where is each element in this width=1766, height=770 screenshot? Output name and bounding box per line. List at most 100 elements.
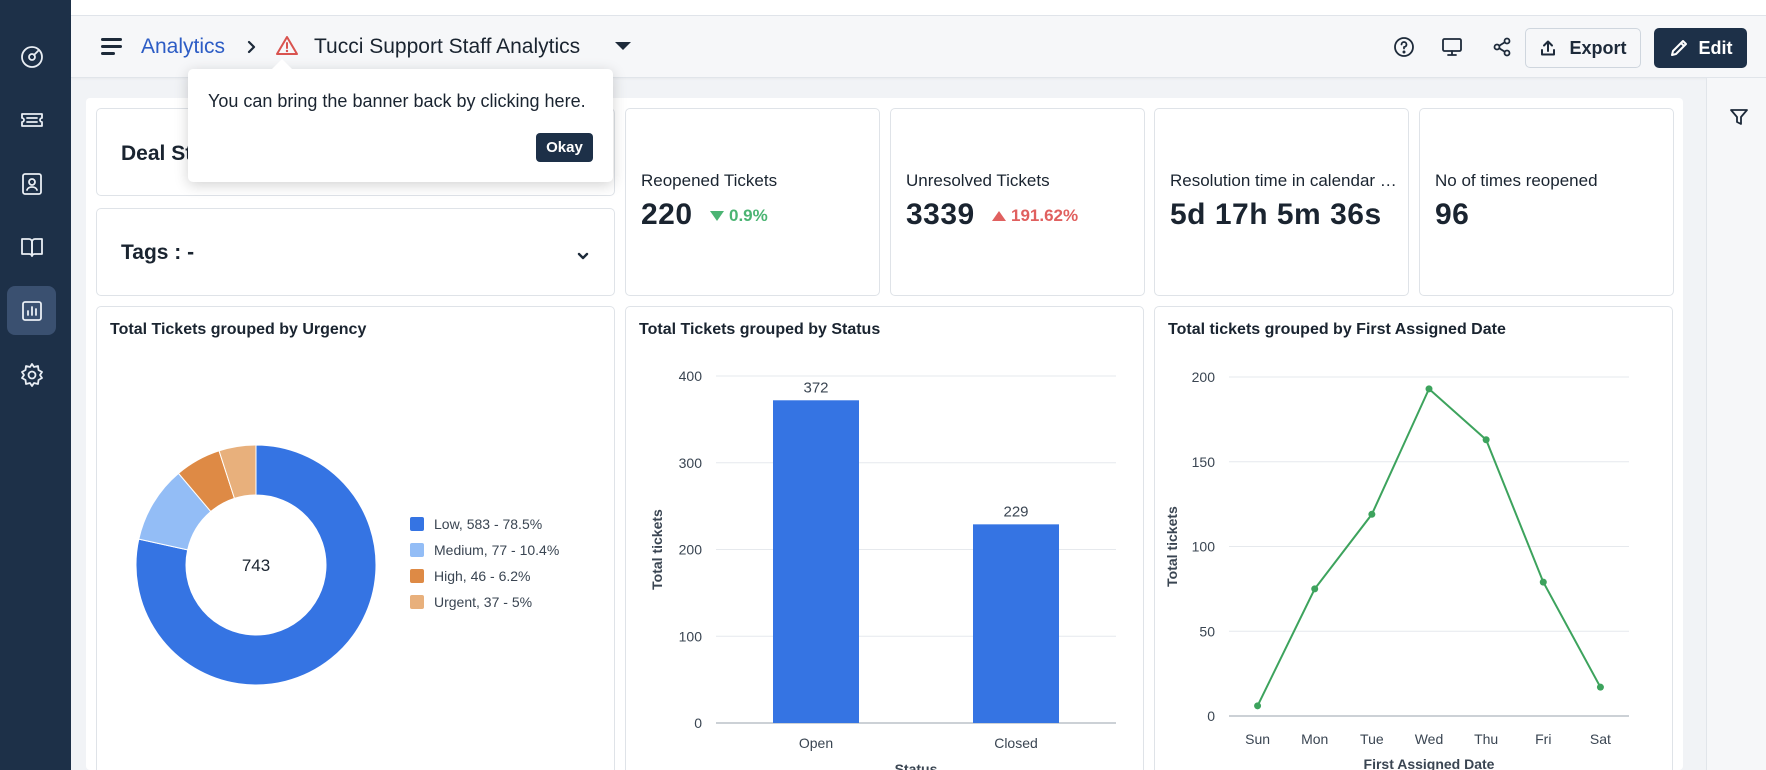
kpi-card-resolution-time: Resolution time in calendar hours 5d 17h… xyxy=(1154,108,1409,296)
deal-filter-label: Deal St xyxy=(121,142,193,165)
kpi-delta: 0.9% xyxy=(710,206,768,226)
kpi-value: 5d 17h 5m 36s xyxy=(1170,198,1382,231)
chevron-down-icon[interactable] xyxy=(576,249,590,263)
data-point-wed[interactable] xyxy=(1425,385,1433,393)
kpi-value: 96 xyxy=(1435,198,1470,231)
data-point-mon[interactable] xyxy=(1311,585,1319,593)
contact-icon xyxy=(21,172,42,195)
y-tick-label: 400 xyxy=(679,368,703,384)
pencil-icon xyxy=(1670,40,1687,56)
bar-chart: 0 100 200 300 400 372 Open 229 Closed Status Total… xyxy=(649,368,1116,770)
x-tick-label: Fri xyxy=(1535,731,1551,747)
nav-analytics[interactable] xyxy=(7,286,56,335)
nav-contacts[interactable] xyxy=(7,159,56,208)
kpi-delta: 191.62% xyxy=(992,206,1078,226)
legend-label: Medium, 77 - 10.4% xyxy=(434,542,559,558)
present-button[interactable] xyxy=(1439,34,1465,60)
ticket-icon xyxy=(20,112,43,127)
edit-label: Edit xyxy=(1698,37,1733,58)
help-button[interactable] xyxy=(1391,34,1417,60)
x-axis-label: First Assigned Date xyxy=(1364,756,1495,770)
kpi-value: 220 xyxy=(641,198,693,231)
tags-filter-label: Tags : - xyxy=(121,241,195,264)
x-tick-label: Sat xyxy=(1590,731,1611,747)
filter-icon xyxy=(1730,109,1748,125)
nav-dashboard[interactable] xyxy=(7,32,56,81)
monitor-icon xyxy=(1442,38,1462,56)
banner-tooltip: You can bring the banner back by clickin… xyxy=(188,59,613,182)
legend-label: Urgent, 37 - 5% xyxy=(434,594,532,610)
donut-chart: 743 Low, 583 - 78.5% Medium, 77 - 10.4% Hig… xyxy=(135,444,559,686)
warning-icon[interactable] xyxy=(275,34,299,58)
caret-down-icon[interactable] xyxy=(615,42,631,50)
settings-icon xyxy=(20,362,43,387)
x-tick-label: Closed xyxy=(994,735,1038,751)
data-point-thu[interactable] xyxy=(1482,436,1490,444)
okay-button[interactable]: Okay xyxy=(536,133,593,162)
arrow-down-icon xyxy=(710,211,724,221)
kpi-card-times-reopened: No of times reopened 96 xyxy=(1419,108,1674,296)
book-icon xyxy=(20,237,43,257)
y-tick-label: 100 xyxy=(1192,539,1216,555)
x-tick-label: Sun xyxy=(1245,731,1270,747)
assigned-date-chart-card: Total tickets grouped by First Assigned … xyxy=(1154,306,1673,770)
kpi-delta-value: 191.62% xyxy=(1011,206,1079,225)
legend-label: Low, 583 - 78.5% xyxy=(434,516,542,532)
export-icon xyxy=(1541,40,1556,56)
y-tick-label: 150 xyxy=(1192,454,1216,470)
pie-slice-low[interactable] xyxy=(135,444,377,686)
chevron-right-icon xyxy=(247,40,256,54)
legend-label: High, 46 - 6.2% xyxy=(434,568,531,584)
filter-panel xyxy=(1706,78,1766,770)
data-point-sun[interactable] xyxy=(1254,702,1262,710)
x-tick-label: Open xyxy=(799,735,833,751)
chart-title: Total Tickets grouped by Status xyxy=(639,321,881,338)
x-tick-label: Thu xyxy=(1474,731,1498,747)
tooltip-message: You can bring the banner back by clickin… xyxy=(208,91,586,111)
data-point-sat[interactable] xyxy=(1596,683,1604,691)
donut-center-label: 743 xyxy=(242,556,270,575)
tags-filter-card[interactable]: Tags : - xyxy=(96,208,615,296)
bar-value-label: 229 xyxy=(1003,503,1028,520)
nav-tickets[interactable] xyxy=(7,95,56,144)
legend-swatch xyxy=(410,595,424,609)
kpi-card-reopened: Reopened Tickets 220 0.9% xyxy=(625,108,880,296)
series-line xyxy=(1256,387,1602,707)
bar-closed[interactable] xyxy=(973,524,1059,723)
nav-settings[interactable] xyxy=(7,350,56,399)
kpi-card-unresolved: Unresolved Tickets 3339 191.62% xyxy=(890,108,1145,296)
dashboard-icon xyxy=(20,45,43,68)
edit-button[interactable]: Edit xyxy=(1654,28,1747,68)
pie-slice-urgent[interactable] xyxy=(218,444,257,500)
filter-button[interactable] xyxy=(1728,106,1750,128)
x-tick-label: Wed xyxy=(1415,731,1444,747)
share-button[interactable] xyxy=(1489,34,1515,60)
status-chart-card: Total Tickets grouped by Status 0 100 200 3… xyxy=(625,306,1144,770)
nav-knowledge-base[interactable] xyxy=(7,222,56,271)
y-tick-label: 200 xyxy=(1192,369,1216,385)
legend-swatch xyxy=(410,517,424,531)
export-label: Export xyxy=(1569,37,1627,58)
menu-icon[interactable] xyxy=(101,38,123,56)
breadcrumb-analytics[interactable]: Analytics xyxy=(141,35,226,58)
header: Analytics Tucci Support Staff Analytics … xyxy=(71,16,1766,78)
bar-open[interactable] xyxy=(773,400,859,723)
legend-swatch xyxy=(410,569,424,583)
urgency-chart-card: Total Tickets grouped by Urgency 743 Low,… xyxy=(96,306,615,770)
y-tick-label: 300 xyxy=(679,455,703,471)
sidebar xyxy=(0,0,71,770)
y-axis-label: Total tickets xyxy=(1164,506,1180,587)
export-button[interactable]: Export xyxy=(1525,28,1641,68)
data-point-fri[interactable] xyxy=(1539,578,1547,586)
chart-title: Total Tickets grouped by Urgency xyxy=(110,321,367,338)
help-icon xyxy=(1394,37,1414,57)
x-tick-label: Mon xyxy=(1301,731,1328,747)
kpi-label: No of times reopened xyxy=(1435,171,1598,190)
y-tick-label: 200 xyxy=(679,542,703,558)
analytics-icon xyxy=(21,300,42,321)
kpi-label: Reopened Tickets xyxy=(641,171,778,190)
y-tick-label: 0 xyxy=(694,715,702,731)
share-icon xyxy=(1493,37,1511,57)
data-point-tue[interactable] xyxy=(1368,510,1376,518)
legend-swatch xyxy=(410,543,424,557)
